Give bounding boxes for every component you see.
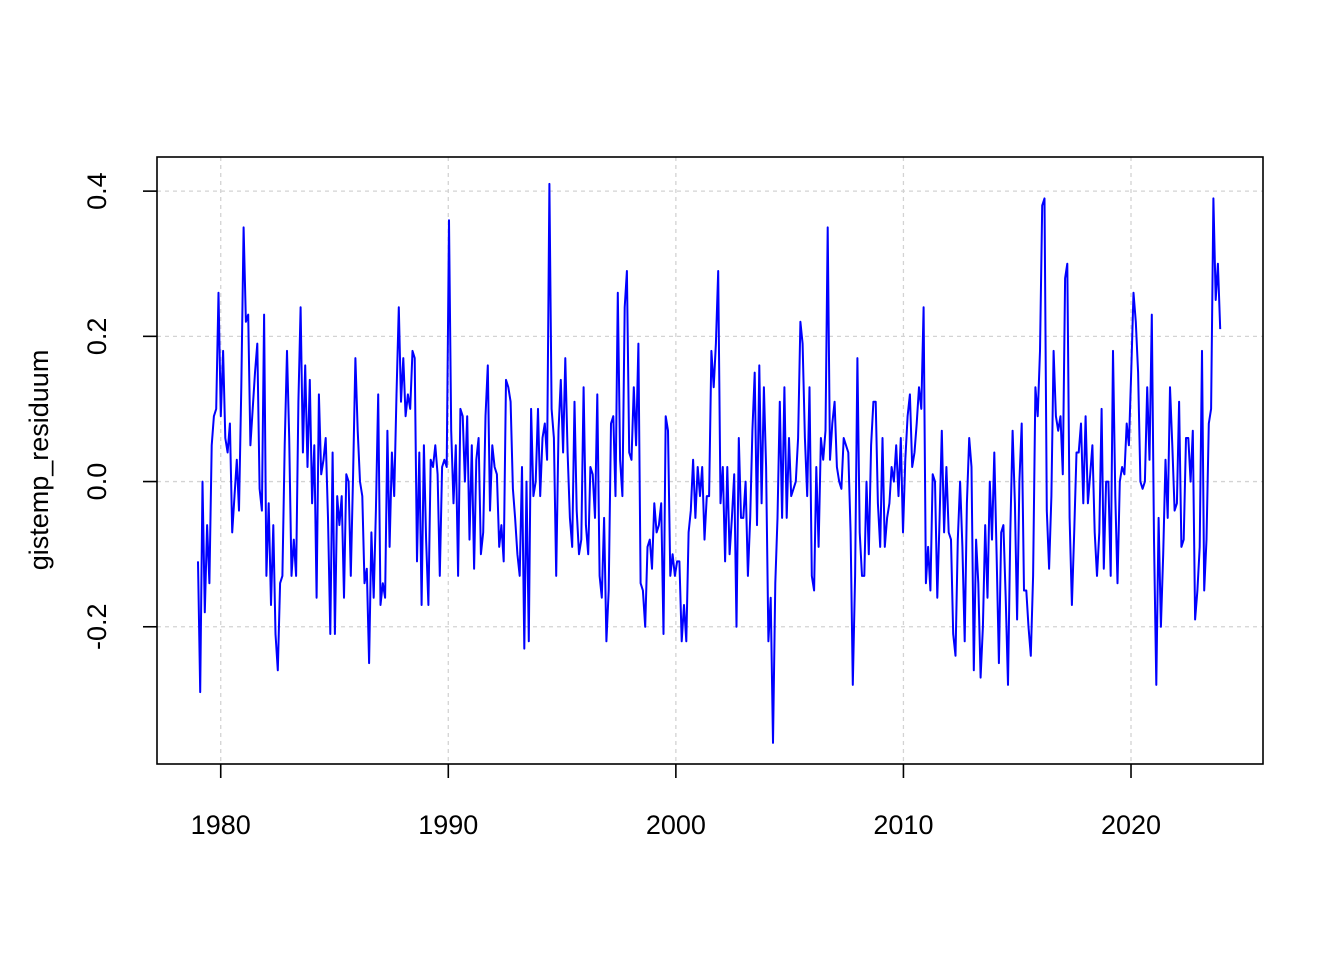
x-tick-label: 2020 (1101, 810, 1161, 840)
x-tick-label: 1990 (418, 810, 478, 840)
plot-frame (156, 156, 1264, 765)
x-tick-label: 1980 (191, 810, 251, 840)
axis-ticks (143, 190, 1132, 778)
series-line-0 (197, 182, 1222, 744)
x-tick-label: 2000 (646, 810, 706, 840)
y-axis-label: gistemp_residuum (24, 350, 54, 571)
y-tick-label: 0.0 (82, 463, 112, 501)
y-tick-labels: -0.2 0.0 0.2 0.4 (82, 172, 112, 650)
y-tick-label: 0.4 (82, 172, 112, 210)
y-tick-label: 0.2 (82, 318, 112, 356)
x-tick-label: 2010 (873, 810, 933, 840)
y-tick-label: -0.2 (82, 604, 112, 651)
x-tick-labels: 1980 1990 2000 2010 2020 (191, 810, 1161, 840)
series-group (197, 182, 1222, 744)
